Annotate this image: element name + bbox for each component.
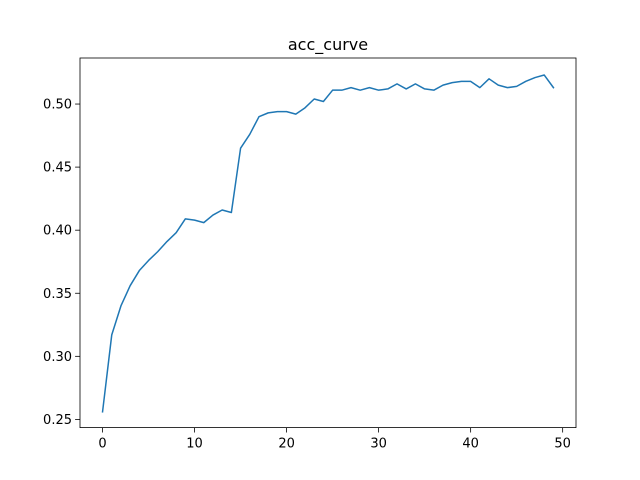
data-point [203, 222, 204, 223]
x-tick-label: 30 [370, 437, 387, 452]
data-point [553, 87, 554, 88]
x-tick-label: 20 [278, 437, 295, 452]
x-axis: 0 10 20 30 40 50 [98, 427, 571, 452]
data-point [452, 82, 453, 83]
data-point [130, 285, 131, 286]
x-tick-label: 10 [186, 437, 203, 452]
data-point [120, 305, 121, 306]
data-point [240, 148, 241, 149]
data-point [231, 212, 232, 213]
data-point [470, 81, 471, 82]
data-point [507, 87, 508, 88]
chart-title: acc_curve [288, 35, 368, 55]
data-point [277, 111, 278, 112]
data-point [397, 83, 398, 84]
data-point [424, 88, 425, 89]
data-point [341, 90, 342, 91]
data-point [304, 107, 305, 108]
data-point [351, 87, 352, 88]
data-point [249, 134, 250, 135]
data-point [157, 251, 158, 252]
y-axis: 0.25 0.30 0.35 0.40 0.45 0.50 [43, 98, 80, 428]
data-point [461, 81, 462, 82]
data-point [102, 411, 103, 412]
data-point [369, 87, 370, 88]
x-tick-label: 50 [554, 437, 571, 452]
data-point [479, 87, 480, 88]
data-point [415, 83, 416, 84]
x-tick-label: 0 [98, 437, 106, 452]
data-point [332, 90, 333, 91]
series-line-0 [101, 74, 555, 413]
y-tick-label: 0.50 [43, 98, 72, 113]
data-point [258, 116, 259, 117]
data-point [433, 90, 434, 91]
y-tick-label: 0.30 [43, 350, 72, 365]
data-point [535, 77, 536, 78]
data-point [314, 99, 315, 100]
data-point [194, 220, 195, 221]
axes-frame [79, 57, 577, 429]
data-point [222, 210, 223, 211]
y-tick-label: 0.45 [43, 161, 72, 176]
data-point [286, 111, 287, 112]
data-point [139, 270, 140, 271]
data-point [176, 232, 177, 233]
data-point [516, 86, 517, 87]
data-point [111, 334, 112, 335]
data-point [489, 78, 490, 79]
y-tick-label: 0.25 [43, 413, 72, 428]
data-point [166, 241, 167, 242]
x-tick-label: 40 [462, 437, 479, 452]
data-point [185, 218, 186, 219]
data-point [148, 260, 149, 261]
data-point [387, 88, 388, 89]
data-point [525, 81, 526, 82]
data-point [378, 90, 379, 91]
data-point [443, 85, 444, 86]
data-point [268, 112, 269, 113]
y-tick-label: 0.35 [43, 287, 72, 302]
plot-area [101, 74, 555, 413]
data-point [295, 114, 296, 115]
y-tick-label: 0.40 [43, 224, 72, 239]
data-point [498, 85, 499, 86]
data-point [544, 75, 545, 76]
data-point [323, 101, 324, 102]
data-point [360, 90, 361, 91]
data-point [406, 88, 407, 89]
data-point [212, 215, 213, 216]
